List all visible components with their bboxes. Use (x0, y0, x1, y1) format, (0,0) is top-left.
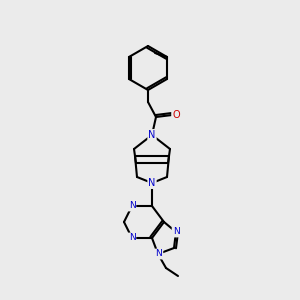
Text: N: N (172, 227, 179, 236)
Text: N: N (156, 250, 162, 259)
Text: O: O (172, 110, 180, 120)
Text: N: N (129, 233, 135, 242)
Text: N: N (129, 202, 135, 211)
Text: N: N (148, 178, 156, 188)
Text: N: N (148, 130, 156, 140)
